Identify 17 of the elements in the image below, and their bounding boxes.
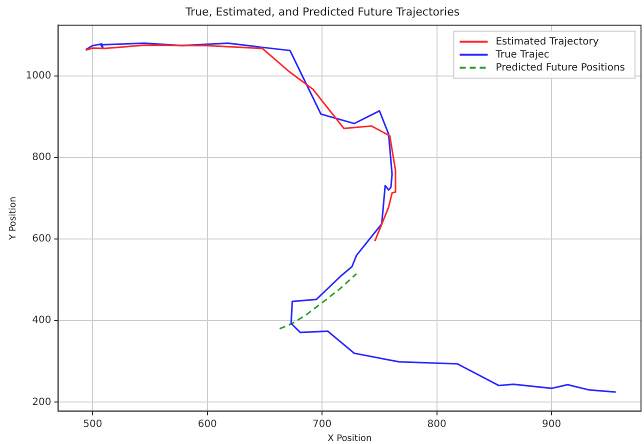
x-tick-label: 500 — [83, 418, 102, 430]
y-axis-title: Y Position — [8, 196, 19, 241]
x-tick-label: 800 — [427, 418, 446, 430]
x-tick-label: 700 — [312, 418, 332, 430]
legend-label: True Trajec — [494, 49, 550, 60]
x-axis-title: X Position — [328, 434, 372, 444]
legend-label: Estimated Trajectory — [496, 36, 599, 48]
line-series — [278, 272, 358, 330]
legend-label: Predicted Future Positions — [496, 62, 626, 74]
y-tick-label: 800 — [32, 152, 52, 163]
y-tick-label: 200 — [32, 396, 52, 408]
x-tick-label: 600 — [198, 418, 217, 430]
chart-title: True, Estimated, and Predicted Future Trajectories — [184, 5, 460, 18]
y-tick-label: 1000 — [26, 70, 52, 82]
y-tick-label: 400 — [32, 315, 52, 326]
y-tick-label: 600 — [32, 234, 52, 245]
x-tick-label: 900 — [542, 418, 562, 430]
